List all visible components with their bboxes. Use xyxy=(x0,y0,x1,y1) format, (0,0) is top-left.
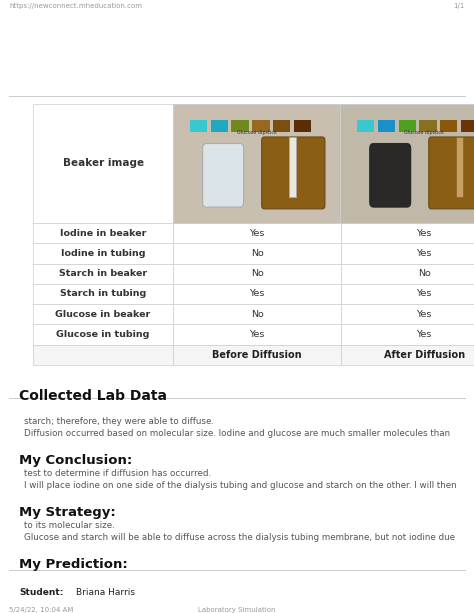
Text: No: No xyxy=(251,249,264,258)
Text: No: No xyxy=(251,269,264,278)
Bar xyxy=(33,243,173,264)
Text: Briana Harris: Briana Harris xyxy=(76,588,135,598)
Bar xyxy=(357,120,374,132)
Text: 5/24/22, 10:04 AM: 5/24/22, 10:04 AM xyxy=(9,607,74,613)
FancyBboxPatch shape xyxy=(202,143,244,207)
Text: Yes: Yes xyxy=(417,310,432,319)
Text: My Prediction:: My Prediction: xyxy=(19,558,128,571)
Bar xyxy=(294,120,311,132)
Bar xyxy=(33,284,173,304)
Bar xyxy=(173,104,474,223)
Text: to its molecular size.: to its molecular size. xyxy=(24,521,114,530)
Text: 1/1: 1/1 xyxy=(453,3,465,9)
FancyBboxPatch shape xyxy=(370,143,410,207)
Bar xyxy=(231,120,249,132)
Text: Beaker image: Beaker image xyxy=(63,158,144,169)
Bar xyxy=(341,264,474,284)
Text: After Diffusion: After Diffusion xyxy=(383,349,465,360)
Bar xyxy=(341,223,474,243)
Bar xyxy=(33,264,173,284)
Bar xyxy=(173,345,341,365)
Text: Starch in beaker: Starch in beaker xyxy=(59,269,147,278)
Text: Yes: Yes xyxy=(249,330,265,339)
Text: Yes: Yes xyxy=(417,289,432,299)
Bar xyxy=(456,137,463,197)
Bar xyxy=(173,304,341,324)
Text: Starch in tubing: Starch in tubing xyxy=(60,289,146,299)
Bar xyxy=(341,243,474,264)
Bar xyxy=(461,120,474,132)
Text: Before Diffusion: Before Diffusion xyxy=(212,349,302,360)
Bar xyxy=(440,120,457,132)
Bar xyxy=(341,304,474,324)
Bar xyxy=(33,324,173,345)
Bar xyxy=(33,345,173,365)
Text: No: No xyxy=(251,310,264,319)
Text: Yes: Yes xyxy=(417,249,432,258)
Text: My Strategy:: My Strategy: xyxy=(19,506,116,519)
Text: Yes: Yes xyxy=(249,229,265,238)
Text: My Conclusion:: My Conclusion: xyxy=(19,454,132,466)
FancyBboxPatch shape xyxy=(262,137,325,209)
Text: Yes: Yes xyxy=(417,330,432,339)
Bar xyxy=(419,120,437,132)
Bar xyxy=(173,264,341,284)
Text: starch; therefore, they were able to diffuse.: starch; therefore, they were able to dif… xyxy=(24,417,214,426)
Bar xyxy=(173,243,341,264)
Bar xyxy=(341,345,474,365)
Bar xyxy=(33,223,173,243)
Text: test to determine if diffusion has occurred.: test to determine if diffusion has occur… xyxy=(24,469,211,478)
Bar xyxy=(33,304,173,324)
Bar xyxy=(341,324,474,345)
Text: Yes: Yes xyxy=(417,229,432,238)
Bar xyxy=(289,137,296,197)
Bar xyxy=(341,284,474,304)
Text: Collected Lab Data: Collected Lab Data xyxy=(19,389,167,403)
Text: Glucose in beaker: Glucose in beaker xyxy=(55,310,151,319)
Text: I will place iodine on one side of the dialysis tubing and glucose and starch on: I will place iodine on one side of the d… xyxy=(24,481,456,490)
FancyBboxPatch shape xyxy=(429,137,474,209)
Bar xyxy=(173,324,341,345)
Text: Yes: Yes xyxy=(249,289,265,299)
Bar xyxy=(399,120,416,132)
Text: Glucose and starch will be able to diffuse across the dialysis tubing membrane, : Glucose and starch will be able to diffu… xyxy=(24,533,455,543)
Text: https://newconnect.mheducation.com: https://newconnect.mheducation.com xyxy=(9,3,143,9)
Text: Glucose in tubing: Glucose in tubing xyxy=(56,330,150,339)
Bar xyxy=(210,120,228,132)
Bar xyxy=(190,120,207,132)
Text: Laboratory Simulation: Laboratory Simulation xyxy=(198,607,276,613)
Bar xyxy=(252,120,270,132)
Bar xyxy=(173,223,341,243)
Bar xyxy=(273,120,291,132)
Text: Iodine in tubing: Iodine in tubing xyxy=(61,249,146,258)
Bar xyxy=(33,104,173,223)
Text: Iodine in beaker: Iodine in beaker xyxy=(60,229,146,238)
Bar xyxy=(378,120,395,132)
Bar xyxy=(173,104,340,223)
Text: Diffusion occurred based on molecular size. Iodine and glucose are much smaller : Diffusion occurred based on molecular si… xyxy=(24,429,450,438)
Bar xyxy=(173,284,341,304)
Text: Glucose dipstick: Glucose dipstick xyxy=(237,131,276,135)
Text: Student:: Student: xyxy=(19,588,64,598)
Text: No: No xyxy=(418,269,430,278)
Bar xyxy=(340,104,474,223)
Text: Glucose dipstick: Glucose dipstick xyxy=(404,131,444,135)
